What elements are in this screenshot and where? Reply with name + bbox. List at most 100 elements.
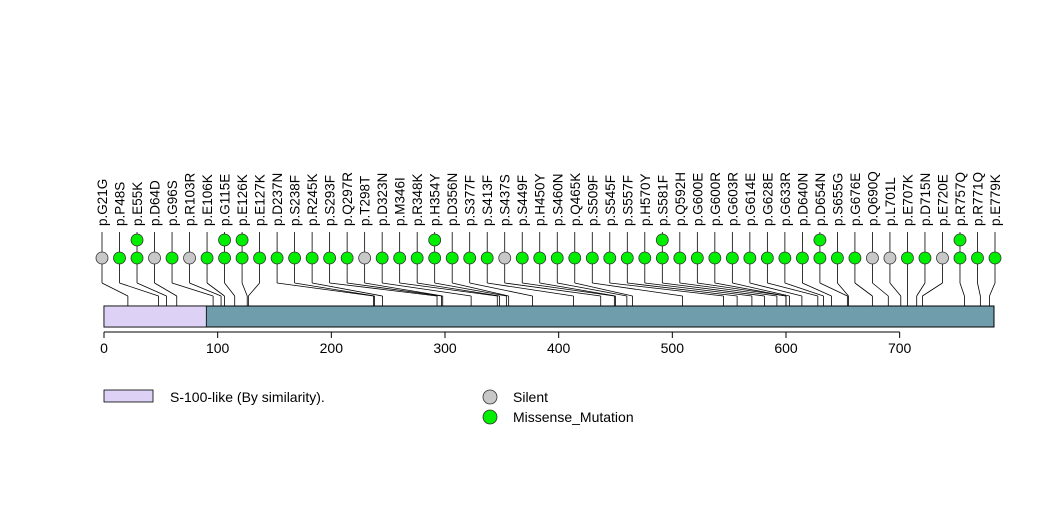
lollipop-head-pp48s <box>114 252 126 264</box>
mutation-label-pr348k: p.R348K <box>410 173 425 226</box>
mutation-label-ps413f: p.S413F <box>480 175 495 226</box>
mutation-label-pd237n: p.D237N <box>270 173 285 226</box>
lollipop-head-ps545f <box>604 252 616 264</box>
lollipop-head-ph450y <box>534 252 546 264</box>
connector-diag-pl701l <box>890 283 901 296</box>
lollipop-head-pg614e <box>744 252 756 264</box>
mutation-lollipops <box>96 232 1001 270</box>
lollipop-head-ph354y <box>429 252 441 264</box>
mutation-label-pe720e: p.E720E <box>935 174 950 226</box>
lollipop-head-pr103r <box>184 252 196 264</box>
lollipop-head-pg115e <box>219 252 231 264</box>
mutation-label-pq465k: p.Q465K <box>568 173 583 226</box>
protein-bar <box>104 306 994 327</box>
connector-diag-pg676e <box>855 283 872 296</box>
connector-diag-pr757q <box>960 283 964 296</box>
lollipop-head-pq465k <box>569 252 581 264</box>
lollipop-head-pe55k <box>131 252 143 264</box>
lollipop-head-ps449f <box>516 252 528 264</box>
lollipop-head2-pe55k <box>131 234 143 246</box>
mutation-label-ps460n: p.S460N <box>550 173 565 226</box>
mutation-label-pe126k: p.E126K <box>235 174 250 226</box>
mutation-label-ps545f: p.S545F <box>603 175 618 226</box>
lollipop-head-pe779k <box>989 252 1001 264</box>
x-tick-label-500: 500 <box>661 340 685 356</box>
mutation-label-pg614e: p.G614E <box>743 173 758 226</box>
lollipop-head-ps238f <box>289 252 301 264</box>
mutation-label-pe106k: p.E106K <box>200 174 215 226</box>
mutation-label-pl701l: p.L701L <box>883 177 898 226</box>
x-tick-label-300: 300 <box>433 340 457 356</box>
connector-diag-pg115e <box>225 283 235 296</box>
lollipop-head-pe127k <box>254 252 266 264</box>
mutation-label-pe55k: p.E55K <box>130 182 145 226</box>
mutation-label-pg603r: p.G603R <box>725 172 740 226</box>
lollipop-head-pt298t <box>359 252 371 264</box>
mutation-label-ps581f: p.S581F <box>655 175 670 226</box>
lollipop-head-ps377f <box>464 252 476 264</box>
mutation-label-pg600r: p.G600R <box>708 172 723 226</box>
mutation-label-ps437s: p.S437S <box>498 174 513 226</box>
lollipop-head-pq592h <box>674 252 686 264</box>
mutation-label-pp48s: p.P48S <box>113 182 128 226</box>
x-tick-label-400: 400 <box>547 340 571 356</box>
connector-diag-pe720e <box>922 283 942 296</box>
mutation-label-pe127k: p.E127K <box>253 174 268 226</box>
connector-diag-ph354y <box>435 283 507 296</box>
legend-label-missense-mutation: Missense_Mutation <box>513 409 634 425</box>
lollipop-head-pe106k <box>201 252 213 264</box>
mutation-label-pd715n: p.D715N <box>918 173 933 226</box>
lollipop-head-pd237n <box>271 252 283 264</box>
lollipop-head-ps581f <box>656 252 668 264</box>
legend-domain-label: S-100-like (By similarity). <box>170 389 325 405</box>
lollipop-head-pg676e <box>849 252 861 264</box>
mutation-label-ps293f: p.S293F <box>323 175 338 226</box>
lollipop-head-pr757q <box>954 252 966 264</box>
x-tick-label-700: 700 <box>888 340 912 356</box>
lollipop-head-pe126k <box>236 252 248 264</box>
mutation-label-pg676e: p.G676E <box>848 173 863 226</box>
lollipop-head-pl701l <box>884 252 896 264</box>
legend-label-silent: Silent <box>513 389 548 405</box>
lollipop-head-pq297r <box>341 252 353 264</box>
lollipop-head-pg628e <box>761 252 773 264</box>
lollipop-head-ps557f <box>621 252 633 264</box>
mutation-label-pd356n: p.D356N <box>445 173 460 226</box>
mutation-label-pt298t: p.T298T <box>358 176 373 226</box>
lollipop-head-ps437s <box>499 252 511 264</box>
lollipop-head-pg600r <box>709 252 721 264</box>
lollipop-head-pe720e <box>936 252 948 264</box>
legend-swatch-silent <box>483 390 497 404</box>
lollipop-head-pd323n <box>376 252 388 264</box>
connector-diag-pq690q <box>872 283 888 296</box>
lollipop-head-pd715n <box>919 252 931 264</box>
mutation-label-pr771q: p.R771Q <box>970 172 985 226</box>
mutation-label-pd654n: p.D654N <box>813 173 828 226</box>
lollipop-head-pd640n <box>796 252 808 264</box>
lollipop-head2-pg115e <box>219 234 231 246</box>
lollipop-head-pg96s <box>166 252 178 264</box>
connector-lines <box>102 270 995 306</box>
x-tick-label-0: 0 <box>100 340 108 356</box>
mutation-label-pr757q: p.R757Q <box>953 172 968 226</box>
domain-0 <box>104 306 206 327</box>
lollipop-head-ph570y <box>639 252 651 264</box>
lollipop-head2-pe126k <box>236 234 248 246</box>
mutation-label-ph354y: p.H354Y <box>428 173 443 226</box>
mutation-label-pd640n: p.D640N <box>795 173 810 226</box>
lollipop-head-pr348k <box>411 252 423 264</box>
mutation-label-ps377f: p.S377F <box>463 175 478 226</box>
connector-diag-ps557f <box>627 283 737 296</box>
mutation-label-pe707k: p.E707K <box>900 174 915 226</box>
lollipop-head-ps460n <box>551 252 563 264</box>
mutation-label-pg600e: p.G600E <box>690 173 705 226</box>
lollipop-head-pd64d <box>149 252 161 264</box>
lollipop-head-ps293f <box>324 252 336 264</box>
lollipop-head-pg603r <box>726 252 738 264</box>
mutation-label-ps449f: p.S449F <box>515 175 530 226</box>
mutation-label-pe779k: p.E779K <box>988 174 1003 226</box>
legend: S-100-like (By similarity). Silent Missens… <box>104 389 634 425</box>
